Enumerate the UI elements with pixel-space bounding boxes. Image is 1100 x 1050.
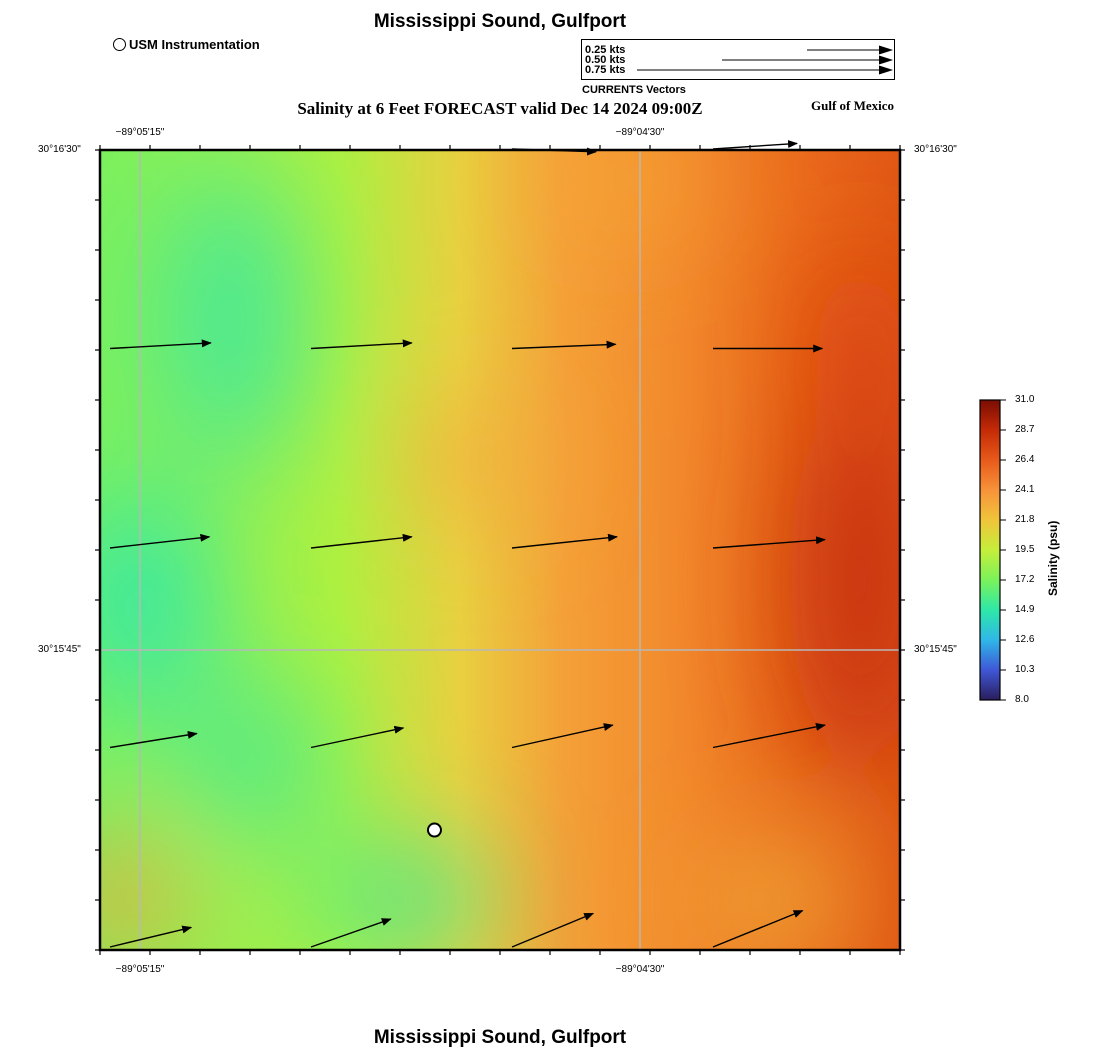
- colorbar-tick-label: 17.2: [1015, 574, 1035, 585]
- colorbar-tick-label: 19.5: [1015, 544, 1035, 555]
- frame-ticks: [95, 145, 905, 955]
- current-vector-arrow: [511, 723, 614, 749]
- current-vector-arrow: [109, 533, 211, 549]
- station-legend-label: USM Instrumentation: [129, 37, 260, 52]
- current-vector-arrow: [712, 140, 798, 150]
- map-subtitle: Salinity at 6 Feet FORECAST valid Dec 14…: [297, 99, 703, 118]
- current-vector-arrow: [109, 925, 193, 948]
- current-vector-arrow: [511, 912, 595, 948]
- current-vector-arrow: [310, 533, 413, 549]
- station-legend: USM Instrumentation: [113, 37, 260, 52]
- colorbar-tick-label: 24.1: [1015, 484, 1035, 495]
- current-vector-arrow: [511, 533, 618, 549]
- colorbar-tick-label: 12.6: [1015, 634, 1035, 645]
- current-vector-arrow: [511, 340, 617, 350]
- current-vector-arrow: [310, 918, 392, 948]
- station-marker-icon: [113, 38, 126, 51]
- colorbar: [979, 399, 1006, 701]
- lat-label-right-2: 30°15'45": [914, 644, 957, 655]
- lat-label-left-1: 30°16'30": [38, 144, 81, 155]
- vector-legend-caption: CURRENTS Vectors: [582, 84, 686, 96]
- current-vector-arrow: [712, 536, 826, 549]
- vector-legend-label-050: 0.50 kts: [585, 54, 626, 66]
- current-vector-arrow: [310, 339, 413, 350]
- vector-legend-arrows: [637, 45, 893, 75]
- current-vector-arrow: [310, 725, 405, 749]
- vector-legend: 0.25 kts 0.50 kts 0.75 kts: [581, 39, 895, 80]
- colorbar-tick-label: 8.0: [1015, 694, 1029, 705]
- graticule: [100, 150, 900, 950]
- current-vector-arrow: [712, 722, 826, 749]
- map-bottom-title: Mississippi Sound, Gulfport: [373, 1027, 627, 1048]
- colorbar-tick-label: 26.4: [1015, 454, 1035, 465]
- region-label: Gulf of Mexico: [811, 98, 895, 113]
- colorbar-tick-label: 10.3: [1015, 664, 1035, 675]
- lon-label-top-2: −89°04'30": [615, 127, 665, 138]
- colorbar-tick-label: 31.0: [1015, 394, 1035, 405]
- lat-label-left-2: 30°15'45": [38, 644, 81, 655]
- lat-label-right-1: 30°16'30": [914, 144, 957, 155]
- lon-label-bottom-2: −89°04'30": [615, 964, 665, 975]
- colorbar-tick-label: 14.9: [1015, 604, 1035, 615]
- colorbar-tick-label: 28.7: [1015, 424, 1035, 435]
- map-title: Mississippi Sound, Gulfport: [373, 11, 627, 32]
- vector-legend-label-025: 0.25 kts: [585, 44, 626, 56]
- lon-label-bottom-1: −89°05'15": [115, 964, 165, 975]
- current-vector-arrow: [511, 147, 597, 156]
- colorbar-title: Salinity (psu): [1046, 520, 1060, 596]
- lon-label-top-1: −89°05'15": [115, 127, 165, 138]
- usm-station-marker[interactable]: [426, 822, 442, 838]
- current-vector-arrow: [109, 339, 212, 350]
- current-vectors: [109, 140, 826, 948]
- current-vector-arrow: [109, 730, 198, 749]
- vector-legend-label-075: 0.75 kts: [585, 64, 626, 76]
- colorbar-tick-label: 21.8: [1015, 514, 1035, 525]
- salinity-field: [100, 150, 900, 950]
- current-vector-arrow: [712, 909, 804, 948]
